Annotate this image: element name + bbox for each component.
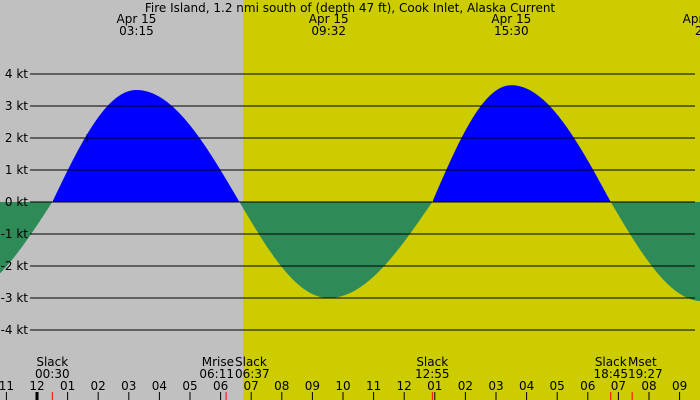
event-label: Slack (595, 355, 627, 369)
event-time: 18:45 (593, 367, 628, 381)
ebb-area (240, 202, 433, 298)
x-tick-label: 03 (488, 379, 503, 393)
peak-date: Apr 15 (117, 12, 157, 26)
x-tick-label: 01 (60, 379, 75, 393)
x-tick-label: 06 (213, 379, 228, 393)
event-time: 06:37 (235, 367, 270, 381)
peak-date: Apr 15 (491, 12, 531, 26)
peak-time: 15:30 (494, 24, 529, 38)
x-tick-label: 11 (0, 379, 14, 393)
event-label: Mrise (202, 355, 234, 369)
peak-date: Apr 15 (309, 12, 349, 26)
y-tick-label: 0 kt (5, 195, 28, 209)
y-tick-label: -1 kt (1, 227, 29, 241)
x-tick-label: 02 (458, 379, 473, 393)
y-tick-label: 1 kt (5, 163, 28, 177)
x-tick-label: 11 (366, 379, 381, 393)
x-tick-label: 03 (121, 379, 136, 393)
event-label: Slack (416, 355, 448, 369)
y-tick-label: 2 kt (5, 131, 28, 145)
y-tick-label: -3 kt (1, 291, 29, 305)
x-tick-label: 09 (672, 379, 687, 393)
x-tick-label: 09 (305, 379, 320, 393)
ebb-area (611, 202, 700, 302)
event-label: Slack (235, 355, 267, 369)
x-tick-label: 12 (29, 379, 44, 393)
flood-area (53, 90, 240, 202)
chart-title: Fire Island, 1.2 nmi south of (depth 47 … (145, 1, 556, 15)
peak-time: 21 (695, 24, 700, 38)
y-tick-label: 3 kt (5, 99, 28, 113)
x-tick-label: 08 (274, 379, 289, 393)
x-tick-label: 02 (91, 379, 106, 393)
event-label: Slack (36, 355, 68, 369)
x-tick-label: 12 (397, 379, 412, 393)
x-tick-label: 05 (550, 379, 565, 393)
event-label: Mset (628, 355, 657, 369)
x-tick-label: 06 (580, 379, 595, 393)
moon-marker: + (82, 131, 92, 145)
y-tick-label: -4 kt (1, 323, 29, 337)
x-tick-label: 07 (611, 379, 626, 393)
event-time: 00:30 (35, 367, 70, 381)
peak-time: 03:15 (119, 24, 154, 38)
y-tick-label: 4 kt (5, 67, 28, 81)
ebb-area (0, 202, 53, 274)
x-tick-label: 04 (152, 379, 167, 393)
event-time: 06:11 (199, 367, 234, 381)
x-tick-label: 05 (182, 379, 197, 393)
event-time: 12:55 (415, 367, 450, 381)
x-tick-label: 08 (641, 379, 656, 393)
flood-area (433, 85, 611, 202)
x-tick-label: 07 (244, 379, 259, 393)
x-tick-label: 01 (427, 379, 442, 393)
x-tick-label: 04 (519, 379, 534, 393)
x-tick-label: 10 (335, 379, 350, 393)
peak-date: Apr 15 (683, 12, 700, 26)
event-time: 19:27 (628, 367, 663, 381)
y-tick-label: -2 kt (1, 259, 29, 273)
peak-time: 09:32 (311, 24, 346, 38)
